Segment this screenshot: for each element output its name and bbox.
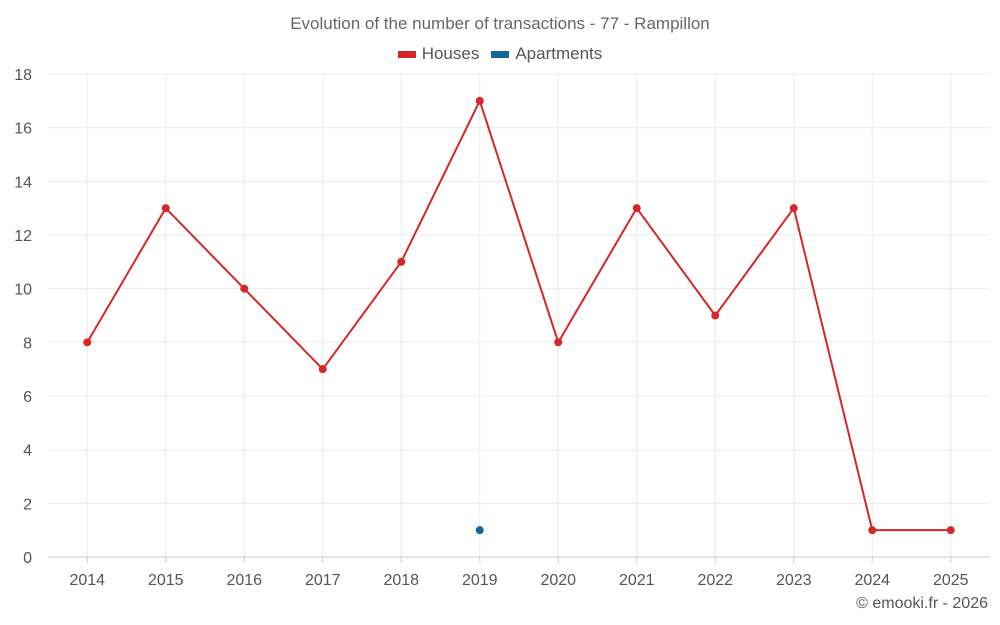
x-tick-label-2020: 2020	[540, 572, 576, 589]
legend-item-apartments[interactable]: Apartments	[491, 44, 602, 64]
data-point-houses-2023[interactable]	[789, 204, 798, 213]
y-tick-label-18: 18	[14, 67, 32, 84]
series	[83, 96, 955, 535]
chart-title: Evolution of the number of transactions …	[290, 14, 710, 33]
data-point-houses-2020[interactable]	[554, 338, 563, 347]
grid	[48, 73, 990, 557]
y-tick-label-4: 4	[23, 443, 32, 460]
series-line-houses	[86, 99, 951, 532]
axes: 0 2 4 6 8 10 12 14 16 18 2014 2015 2016 2017 2018 2019 2…	[14, 67, 990, 589]
y-tick-label-0: 0	[23, 550, 32, 567]
x-tick-label-2015: 2015	[148, 572, 184, 589]
data-point-houses-2018[interactable]	[397, 257, 406, 266]
x-tick-label-2025: 2025	[933, 572, 969, 589]
data-point-apartments-2019[interactable]	[475, 526, 484, 535]
x-tick-label-2019: 2019	[462, 572, 498, 589]
x-tick-label-2018: 2018	[383, 572, 419, 589]
data-point-houses-2021[interactable]	[632, 204, 641, 213]
data-point-houses-2014[interactable]	[83, 338, 92, 347]
y-tick-label-2: 2	[23, 496, 32, 513]
y-tick-label-16: 16	[14, 121, 32, 138]
y-tick-label-6: 6	[23, 389, 32, 406]
x-tick-label-2017: 2017	[305, 572, 341, 589]
y-tick-label-10: 10	[14, 282, 32, 299]
data-point-houses-2024[interactable]	[868, 526, 877, 535]
legend-label-houses: Houses	[421, 44, 480, 63]
x-tick-label-2016: 2016	[226, 572, 262, 589]
credit-text: © emooki.fr - 2026	[856, 595, 988, 612]
x-tick-label-2023: 2023	[776, 572, 812, 589]
data-point-houses-2022[interactable]	[711, 311, 720, 320]
legend: Houses Apartments	[0, 44, 1000, 64]
data-point-houses-2017[interactable]	[318, 365, 327, 374]
legend-swatch-apartments	[491, 50, 510, 58]
x-tick-label-2014: 2014	[69, 572, 105, 589]
x-tick-label-2021: 2021	[619, 572, 655, 589]
data-point-houses-2019[interactable]	[475, 96, 484, 105]
legend-label-apartments: Apartments	[515, 44, 603, 63]
data-point-houses-2025[interactable]	[946, 526, 955, 535]
legend-swatch-houses	[397, 50, 416, 58]
data-point-houses-2015[interactable]	[161, 204, 170, 213]
x-tick-label-2024: 2024	[854, 572, 890, 589]
data-point-houses-2016[interactable]	[240, 284, 249, 293]
x-tick-label-2022: 2022	[697, 572, 733, 589]
legend-item-houses[interactable]: Houses	[397, 44, 480, 64]
y-tick-label-12: 12	[14, 228, 32, 245]
y-tick-label-14: 14	[14, 174, 32, 191]
y-tick-label-8: 8	[23, 335, 32, 352]
